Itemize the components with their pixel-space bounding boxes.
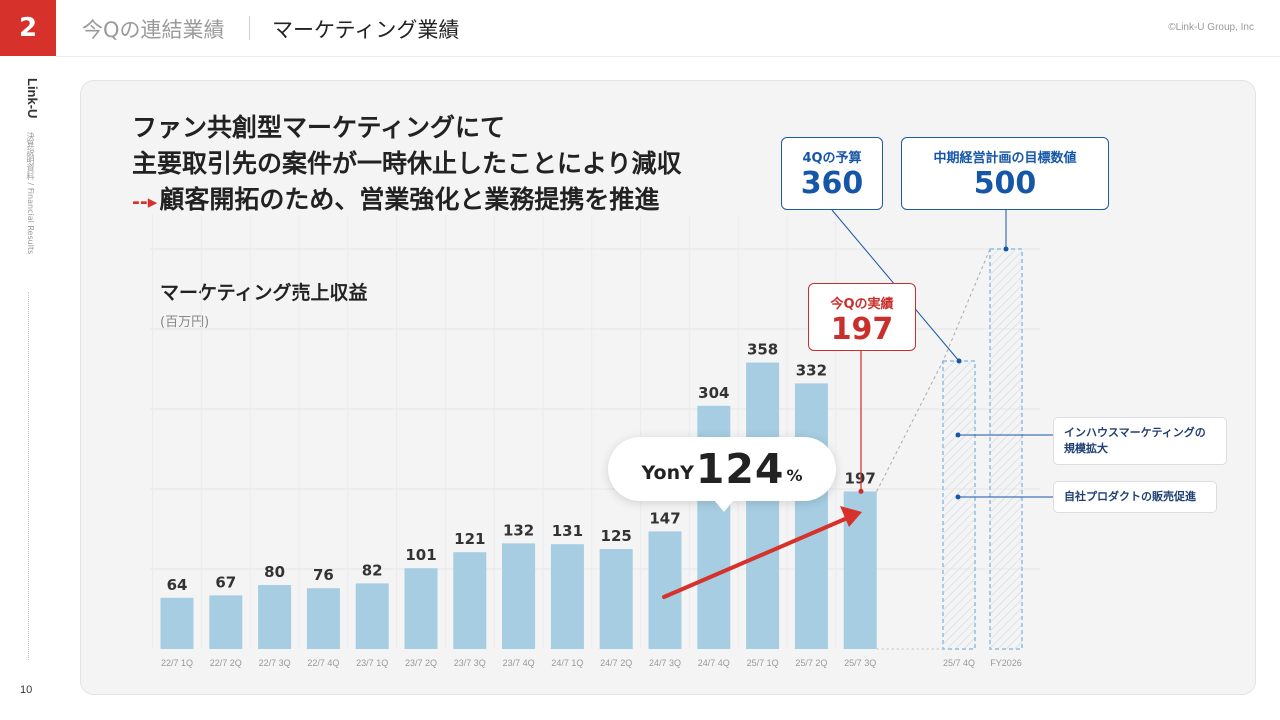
x-tick-label: 22/7 4Q	[307, 658, 339, 668]
bar-25-7-1Q	[746, 362, 780, 649]
bar-value-label: 332	[796, 361, 827, 379]
headline-line-2: 主要取引先の案件が一時休止したことにより減収	[132, 149, 682, 178]
headline-line-1: ファン共創型マーケティングにて	[132, 113, 506, 142]
bar-22-7-4Q	[306, 588, 340, 649]
bar-24-7-2Q	[599, 549, 633, 649]
bar-24-7-1Q	[550, 544, 584, 649]
x-tick-label: 25/7 2Q	[795, 658, 827, 668]
bar-value-label: 80	[264, 563, 285, 581]
note-product-sales: 自社プロダクトの販売促進	[1053, 481, 1217, 513]
bar-25-7-2Q	[794, 383, 828, 649]
actual-callout: 今Qの実績 197	[808, 283, 916, 351]
forecast-bar-25-7-4Q	[942, 360, 976, 650]
bar-value-label: 197	[845, 469, 876, 487]
page-number: 10	[20, 684, 33, 696]
x-tick-label: 25/7 1Q	[747, 658, 779, 668]
section-number: 2	[0, 0, 56, 56]
x-tick-label: 22/7 3Q	[259, 658, 291, 668]
target-callout: 中期経営計画の目標数値 500	[901, 137, 1109, 210]
header-rule	[56, 56, 1280, 57]
yoy-value: 124	[695, 445, 785, 493]
bar-value-label: 121	[454, 530, 485, 548]
x-tick-label: 23/7 4Q	[503, 658, 535, 668]
budget-callout: 4Qの予算 360	[781, 137, 883, 210]
x-tick-label: 23/7 1Q	[356, 658, 388, 668]
headline: ファン共創型マーケティングにて 主要取引先の案件が一時休止したことにより減収 -…	[132, 110, 682, 220]
headline-line-3-text: 顧客開拓のため、営業強化と業務提携を推進	[159, 185, 660, 214]
note-inhouse-marketing: インハウスマーケティングの規模拡大	[1053, 417, 1227, 465]
bar-value-label: 358	[747, 341, 778, 359]
x-tick-label: FY2026	[990, 658, 1022, 668]
bar-23-7-2Q	[404, 568, 438, 649]
bar-value-label: 82	[362, 561, 383, 579]
bar-value-label: 304	[698, 384, 729, 402]
x-tick-label: 24/7 3Q	[649, 658, 681, 668]
chart-unit: (百万円)	[160, 315, 210, 330]
bar-value-label: 132	[503, 521, 534, 539]
actual-label: 今Qの実績	[830, 297, 894, 312]
yoy-label: YonY	[641, 462, 694, 484]
sidebar-subtitle: 決算説明資料 / Financial Results	[26, 132, 35, 255]
bar-23-7-3Q	[453, 552, 487, 649]
x-tick-label: 23/7 2Q	[405, 658, 437, 668]
x-tick-label: 25/7 4Q	[943, 658, 975, 668]
bar-22-7-1Q	[160, 597, 194, 649]
page-title: マーケティング業績	[272, 18, 460, 42]
trend-dashed-line	[876, 248, 991, 492]
budget-value: 360	[800, 166, 864, 201]
sidebar-divider	[28, 292, 29, 660]
bar-value-label: 125	[601, 527, 632, 545]
growth-arrowhead-icon	[840, 506, 862, 527]
x-tick-label: 24/7 4Q	[698, 658, 730, 668]
x-tick-label: 22/7 2Q	[210, 658, 242, 668]
actual-dot	[858, 488, 864, 494]
bar-value-label: 64	[167, 576, 188, 594]
x-tick-label: 22/7 1Q	[161, 658, 193, 668]
headline-line-3: --▸顧客開拓のため、営業強化と業務提携を推進	[132, 182, 682, 220]
note-dot	[955, 432, 961, 438]
note-dot	[955, 494, 961, 500]
x-tick-label: 24/7 1Q	[551, 658, 583, 668]
brand-logo-text: Link-U	[25, 78, 40, 119]
dashed-arrow-icon: --▸	[132, 191, 158, 213]
bar-value-label: 147	[649, 509, 680, 527]
x-tick-label: 24/7 2Q	[600, 658, 632, 668]
bar-23-7-4Q	[502, 543, 536, 649]
bar-value-label: 67	[215, 573, 236, 591]
actual-value: 197	[830, 312, 894, 347]
bar-23-7-1Q	[355, 583, 389, 649]
bar-value-label: 76	[313, 566, 334, 584]
chart-title: マーケティング売上収益	[160, 282, 368, 304]
forecast-bar-FY2026	[989, 248, 1023, 650]
copyright: ©Link-U Group, Inc	[1168, 22, 1254, 33]
yoy-unit: %	[786, 465, 803, 485]
budget-label: 4Qの予算	[802, 151, 862, 166]
x-tick-label: 23/7 3Q	[454, 658, 486, 668]
header-divider	[249, 16, 250, 40]
growth-arrow-icon	[662, 514, 854, 599]
bar-22-7-2Q	[209, 595, 243, 649]
target-value: 500	[973, 166, 1037, 201]
section-title: 今Qの連結業績	[82, 18, 225, 42]
target-label: 中期経営計画の目標数値	[933, 151, 1077, 166]
yoy-bubble: YonY 124 %	[608, 437, 836, 512]
x-tick-label: 25/7 3Q	[844, 658, 876, 668]
bar-22-7-3Q	[258, 585, 292, 649]
bar-value-label: 131	[552, 522, 583, 540]
bar-value-label: 101	[405, 546, 436, 564]
